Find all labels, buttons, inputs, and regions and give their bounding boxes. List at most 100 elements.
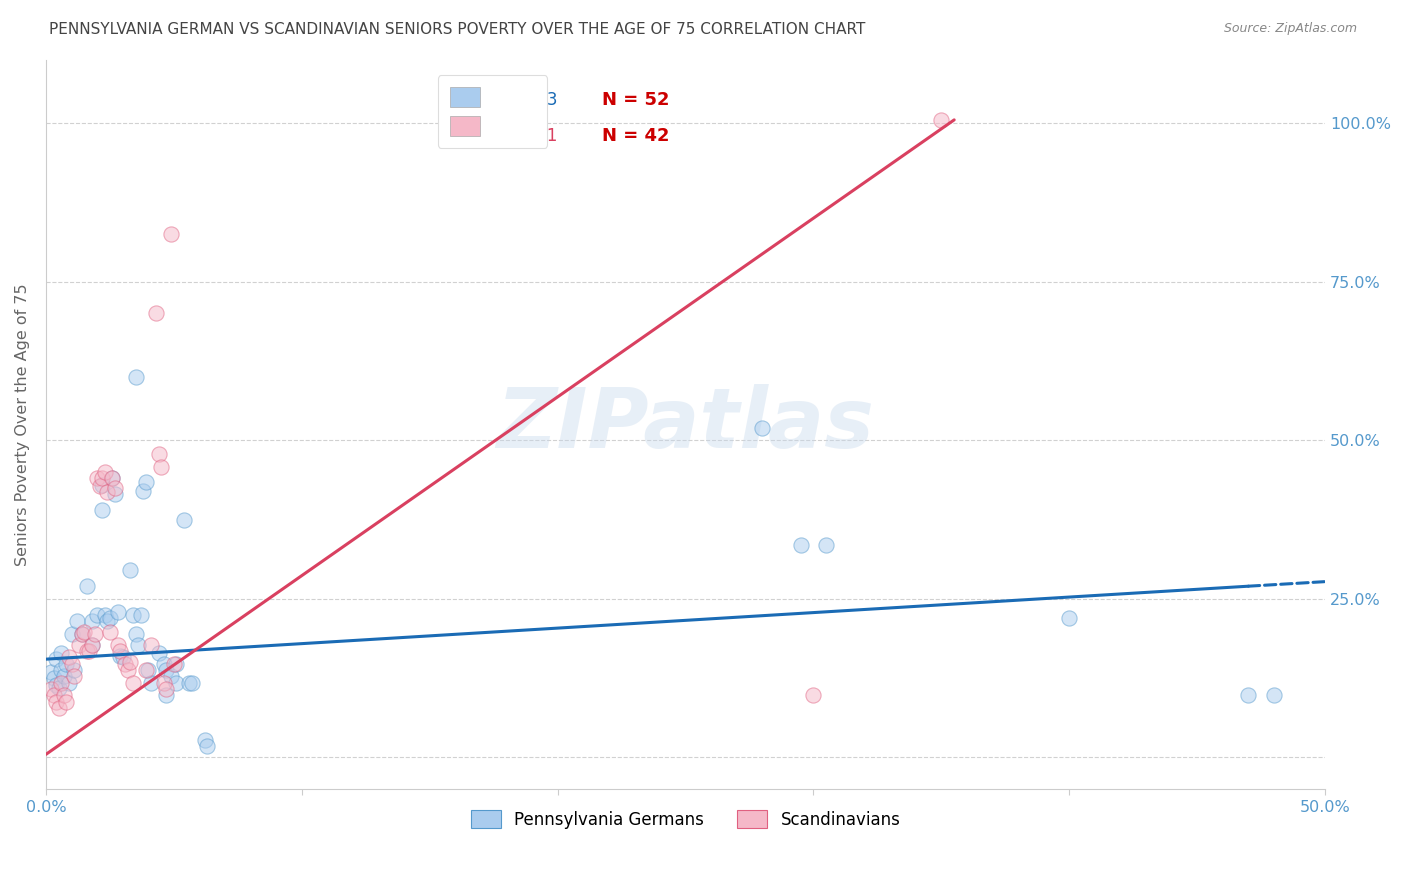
Point	[117, 663, 139, 677]
Point	[803, 689, 825, 703]
Point	[96, 614, 118, 628]
Point	[70, 627, 93, 641]
Point	[86, 471, 108, 485]
Point	[96, 485, 118, 500]
Point	[120, 563, 142, 577]
Point	[139, 638, 162, 652]
Point	[150, 459, 173, 474]
Text: ZIPatlas: ZIPatlas	[496, 384, 875, 465]
Point	[76, 579, 98, 593]
Point	[148, 646, 170, 660]
Point	[135, 663, 157, 677]
Point	[1237, 689, 1260, 703]
Point	[45, 677, 67, 691]
Point	[80, 638, 103, 652]
Point	[48, 701, 70, 715]
Point	[98, 624, 121, 639]
Point	[160, 669, 183, 683]
Point	[122, 675, 145, 690]
Point	[66, 614, 89, 628]
Point	[163, 657, 186, 671]
Point	[76, 644, 98, 658]
Point	[48, 681, 70, 695]
Point	[751, 420, 773, 434]
Point	[101, 471, 124, 485]
Point	[58, 650, 80, 665]
Point	[91, 471, 114, 485]
Point	[94, 607, 117, 622]
Point	[155, 681, 177, 696]
Point	[931, 112, 953, 127]
Point	[173, 512, 195, 526]
Text: Source: ZipAtlas.com: Source: ZipAtlas.com	[1223, 22, 1357, 36]
Point	[86, 607, 108, 622]
Text: R = 0.671: R = 0.671	[474, 128, 558, 145]
Point	[52, 689, 75, 703]
Point	[45, 652, 67, 666]
Point	[108, 648, 131, 663]
Point	[63, 663, 86, 677]
Point	[152, 657, 174, 671]
Point	[120, 656, 142, 670]
Point	[51, 663, 73, 677]
Point	[91, 477, 114, 491]
Point	[55, 695, 77, 709]
Point	[51, 675, 73, 690]
Point	[42, 689, 65, 703]
Point	[129, 607, 152, 622]
Point	[39, 681, 62, 696]
Point	[145, 306, 167, 320]
Point	[194, 732, 217, 747]
Point	[39, 665, 62, 679]
Point	[155, 689, 177, 703]
Point	[165, 657, 187, 671]
Point	[70, 627, 93, 641]
Point	[148, 447, 170, 461]
Point	[165, 675, 187, 690]
Point	[79, 644, 101, 658]
Point	[180, 675, 202, 690]
Point	[101, 471, 124, 485]
Point	[104, 487, 127, 501]
Text: R = 0.193: R = 0.193	[474, 91, 558, 109]
Text: PENNSYLVANIA GERMAN VS SCANDINAVIAN SENIORS POVERTY OVER THE AGE OF 75 CORRELATI: PENNSYLVANIA GERMAN VS SCANDINAVIAN SENI…	[49, 22, 866, 37]
Point	[139, 675, 162, 690]
Point	[80, 638, 103, 652]
Point	[124, 627, 146, 641]
Point	[124, 369, 146, 384]
Point	[195, 739, 218, 753]
Point	[1059, 611, 1081, 625]
Point	[51, 646, 73, 660]
Point	[73, 624, 96, 639]
Point	[136, 663, 159, 677]
Text: N = 52: N = 52	[602, 91, 669, 109]
Point	[60, 627, 83, 641]
Point	[104, 481, 127, 495]
Text: N = 42: N = 42	[602, 128, 669, 145]
Point	[815, 538, 838, 552]
Point	[132, 483, 155, 498]
Point	[83, 627, 105, 641]
Point	[80, 614, 103, 628]
Point	[135, 475, 157, 489]
Point	[94, 465, 117, 479]
Point	[58, 675, 80, 690]
Y-axis label: Seniors Poverty Over the Age of 75: Seniors Poverty Over the Age of 75	[15, 283, 30, 566]
Point	[45, 695, 67, 709]
Point	[155, 663, 177, 677]
Point	[89, 479, 111, 493]
Point	[91, 503, 114, 517]
Point	[1263, 689, 1285, 703]
Point	[98, 611, 121, 625]
Point	[179, 675, 201, 690]
Legend: Pennsylvania Germans, Scandinavians: Pennsylvania Germans, Scandinavians	[464, 804, 907, 836]
Point	[127, 638, 149, 652]
Point	[107, 605, 129, 619]
Point	[152, 675, 174, 690]
Point	[67, 638, 90, 652]
Point	[42, 671, 65, 685]
Point	[108, 644, 131, 658]
Point	[60, 657, 83, 671]
Point	[789, 538, 811, 552]
Point	[52, 669, 75, 683]
